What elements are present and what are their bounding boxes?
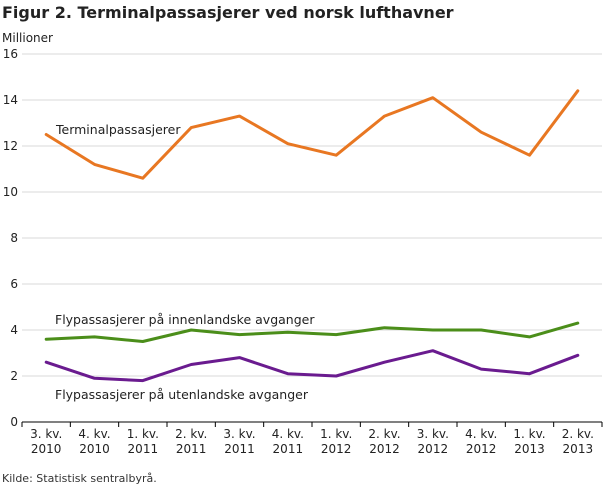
series-line-utenlandske [44,349,580,383]
x-tick-label-year: 2010 [31,442,62,456]
x-tick-label-year: 2012 [369,442,400,456]
y-tick-label: 16 [3,47,18,61]
x-tick-label-quarter: 1. kv. [127,427,159,441]
series-label-terminalpassasjerer: Terminalpassasjerer [55,122,181,137]
x-tick-label-year: 2011 [224,442,255,456]
x-tick-label-quarter: 4. kv. [78,427,110,441]
y-axis-unit-label: Millioner [2,31,53,45]
x-tick-label-year: 2013 [514,442,545,456]
y-tick-label: 2 [10,369,18,383]
x-tick-label-quarter: 1. kv. [513,427,545,441]
y-tick-label: 8 [10,231,18,245]
y-tick-label: 10 [3,185,18,199]
series-line-innenlandske [44,321,580,343]
x-tick-label-quarter: 4. kv. [465,427,497,441]
x-tick-label-year: 2012 [418,442,449,456]
x-tick-label-quarter: 3. kv. [417,427,449,441]
x-tick-label-quarter: 2. kv. [175,427,207,441]
x-tick-label-year: 2013 [563,442,594,456]
x-tick-label-quarter: 2. kv. [562,427,594,441]
chart-title: Figur 2. Terminalpassasjerer ved norsk l… [2,3,454,22]
x-tick-label-year: 2012 [466,442,497,456]
y-tick-label: 0 [10,415,18,429]
y-tick-label: 6 [10,277,18,291]
series-label-utenlandske: Flypassasjerer på utenlandske avganger [55,387,309,402]
y-tick-label: 14 [3,93,18,107]
x-tick-label-quarter: 1. kv. [320,427,352,441]
x-tick-label-quarter: 3. kv. [30,427,62,441]
source-note: Kilde: Statistisk sentralbyrå. [2,472,157,485]
x-tick-label-year: 2010 [79,442,110,456]
series-label-innenlandske: Flypassasjerer på innenlandske avganger [55,312,315,327]
x-tick-label-year: 2011 [128,442,159,456]
x-tick-label-quarter: 3. kv. [223,427,255,441]
y-tick-label: 12 [3,139,18,153]
y-tick-label: 4 [10,323,18,337]
x-tick-label-quarter: 2. kv. [368,427,400,441]
x-tick-label-year: 2011 [273,442,304,456]
x-tick-label-year: 2011 [176,442,207,456]
x-tick-label-year: 2012 [321,442,352,456]
series-line-terminalpassasjerer [44,89,580,180]
x-tick-label-quarter: 4. kv. [272,427,304,441]
